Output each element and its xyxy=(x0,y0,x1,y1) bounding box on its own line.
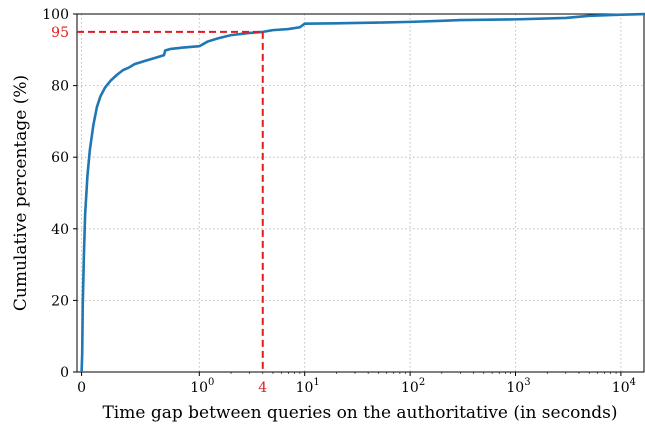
x-tick-label: 103 xyxy=(506,377,530,396)
x-tick-label: 100 xyxy=(190,377,214,396)
y-tick-label: 0 xyxy=(60,365,69,381)
y-tick-label: 60 xyxy=(51,150,69,166)
annotation-layer: 95 4 xyxy=(51,25,267,396)
x-axis-ticks: 0 100 101 102 103 104 xyxy=(77,372,636,396)
x-axis-title: Time gap between queries on the authorit… xyxy=(102,403,617,423)
annotation-x-label: 4 xyxy=(258,380,267,396)
y-tick-label: 80 xyxy=(51,79,69,95)
x-tick-label: 0 xyxy=(77,380,86,396)
cdf-line xyxy=(80,12,645,373)
plot-frame xyxy=(76,13,645,373)
y-tick-label: 100 xyxy=(42,7,69,23)
y-tick-label: 20 xyxy=(51,293,69,309)
annotation-y-label: 95 xyxy=(51,25,69,41)
y-axis-ticks: 0 20 40 60 80 100 xyxy=(42,7,77,381)
y-axis-title: Cumulative percentage (%) xyxy=(11,75,31,311)
x-tick-label: 101 xyxy=(296,377,320,396)
grid-lines xyxy=(77,14,644,372)
series-layer xyxy=(80,12,645,373)
x-tick-label: 102 xyxy=(401,377,425,396)
y-tick-label: 40 xyxy=(51,222,69,238)
x-tick-label: 104 xyxy=(612,377,636,396)
